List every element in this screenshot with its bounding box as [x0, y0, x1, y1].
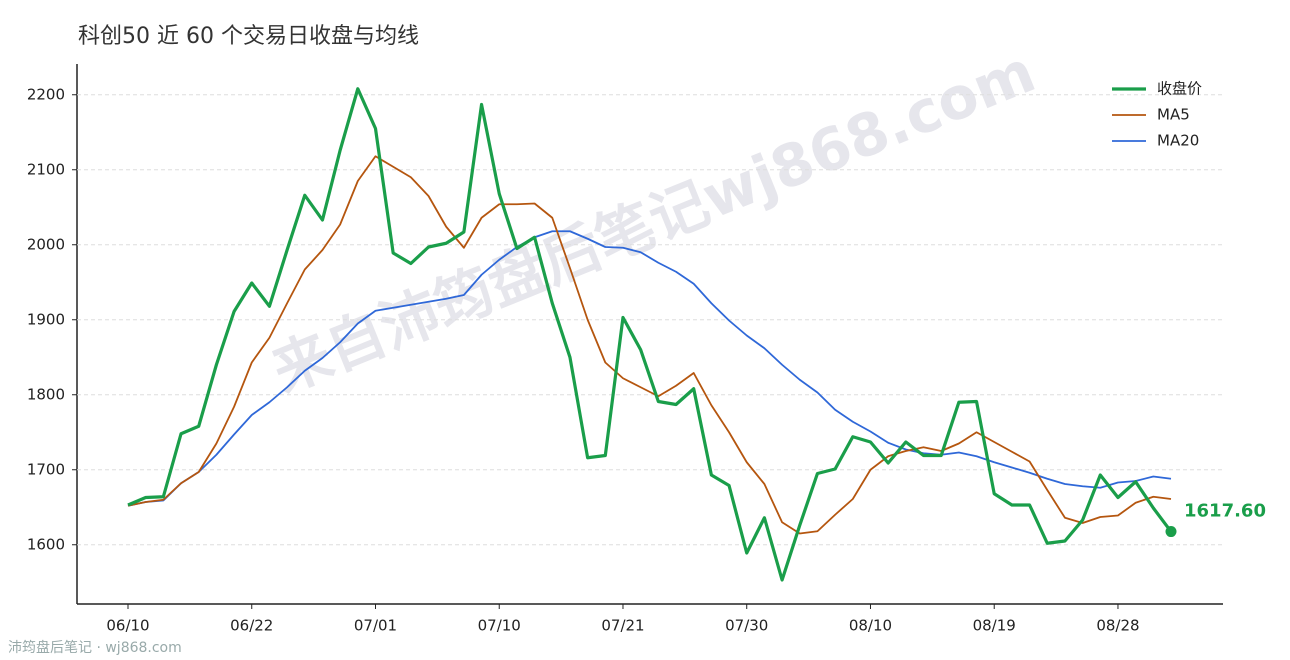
footer: 沛筠盘后笔记 · wj868.com — [8, 639, 182, 656]
series-line — [127, 87, 1173, 582]
y-tick-label: 1900 — [27, 310, 65, 328]
x-tick-label: 08/28 — [1096, 617, 1139, 635]
x-tick-label: 08/10 — [849, 617, 892, 635]
value-label: 1617.60 — [1184, 501, 1266, 522]
legend-label: MA5 — [1157, 106, 1190, 124]
series-line — [127, 230, 1172, 507]
end-point — [1165, 526, 1177, 538]
legend-label: MA20 — [1157, 132, 1199, 150]
x-tick-label: 06/22 — [230, 617, 273, 635]
y-tick-label: 1800 — [27, 385, 65, 403]
y-tick-label: 2100 — [27, 160, 65, 178]
y-tick-label: 2000 — [27, 235, 65, 253]
y-tick-label: 2200 — [27, 85, 65, 103]
watermark: 来自沛筠盘后笔记wj868.com — [263, 37, 1044, 405]
chart-title: 科创50 近 60 个交易日收盘与均线 — [78, 24, 419, 49]
x-tick-label: 07/01 — [354, 617, 397, 635]
y-tick-label: 1700 — [27, 460, 65, 478]
x-tick-label: 07/10 — [478, 617, 521, 635]
x-tick-label: 07/30 — [725, 617, 768, 635]
x-tick-label: 06/10 — [106, 617, 149, 635]
x-tick-label: 07/21 — [601, 617, 644, 635]
y-tick-label: 1600 — [27, 535, 65, 553]
series-line — [127, 155, 1172, 535]
x-tick-label: 08/19 — [973, 617, 1016, 635]
legend-label: 收盘价 — [1157, 80, 1202, 98]
